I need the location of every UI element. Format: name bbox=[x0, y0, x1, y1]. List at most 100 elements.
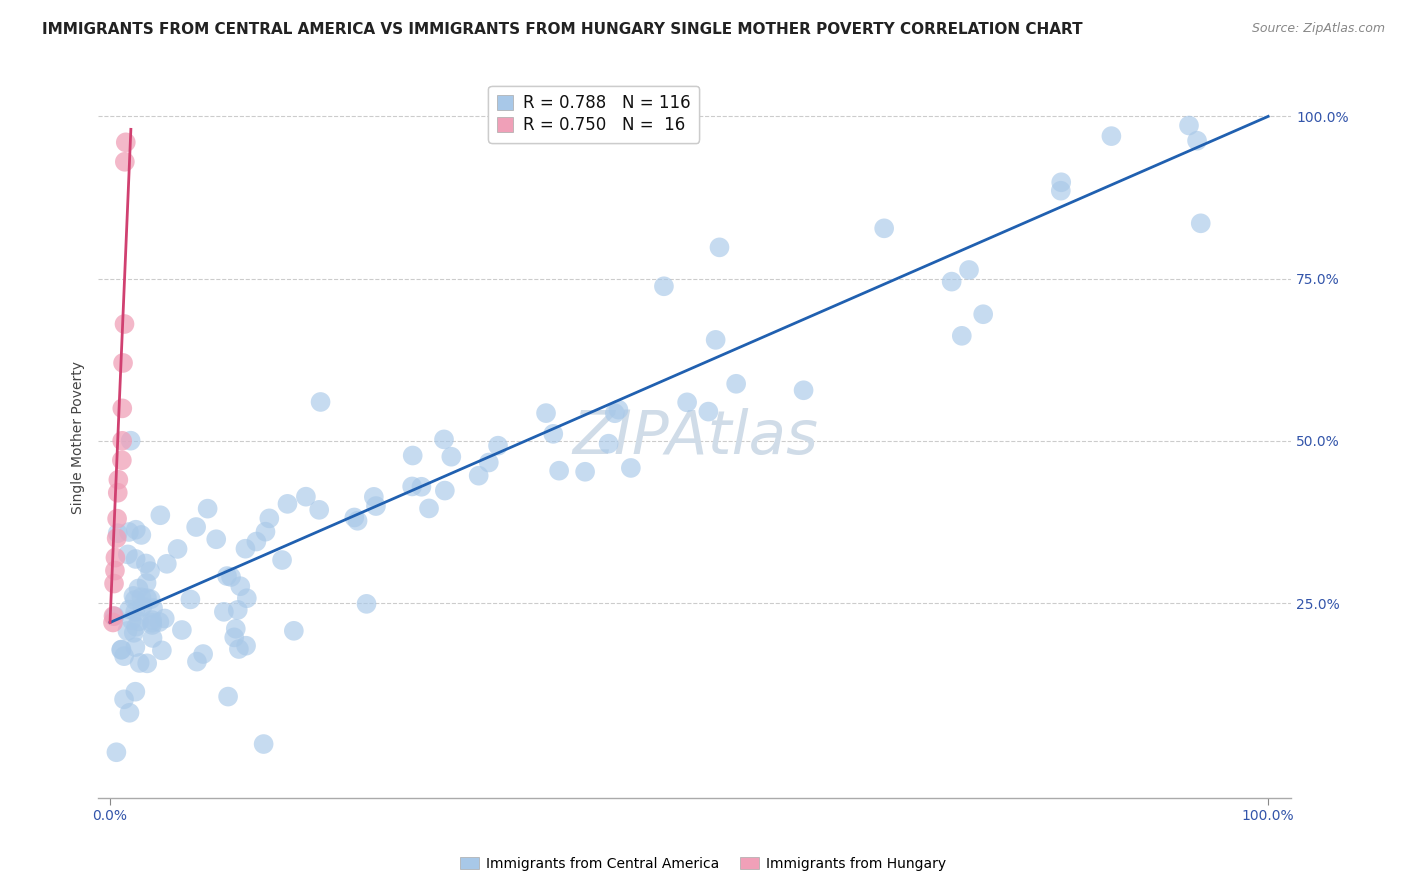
Point bbox=[139, 564, 162, 578]
Point bbox=[105, 511, 128, 525]
Point bbox=[873, 221, 896, 235]
Point bbox=[131, 599, 153, 614]
Point bbox=[103, 609, 125, 624]
Point bbox=[179, 592, 201, 607]
Point bbox=[283, 624, 305, 638]
Point bbox=[103, 609, 125, 624]
Point bbox=[725, 376, 748, 391]
Point bbox=[135, 557, 157, 571]
Point bbox=[603, 406, 626, 420]
Point bbox=[107, 473, 129, 487]
Point bbox=[957, 263, 980, 277]
Point bbox=[652, 279, 675, 293]
Point bbox=[271, 553, 294, 567]
Point bbox=[259, 511, 281, 525]
Point bbox=[117, 624, 139, 638]
Point bbox=[104, 550, 127, 565]
Point bbox=[1049, 184, 1071, 198]
Point bbox=[1050, 175, 1073, 189]
Point bbox=[111, 401, 134, 416]
Point bbox=[121, 613, 143, 627]
Point bbox=[217, 690, 239, 704]
Point bbox=[543, 426, 565, 441]
Point bbox=[153, 611, 176, 625]
Point bbox=[197, 501, 219, 516]
Point bbox=[620, 461, 643, 475]
Point bbox=[114, 136, 136, 150]
Point bbox=[186, 520, 208, 534]
Y-axis label: Single Mother Poverty: Single Mother Poverty bbox=[72, 361, 86, 514]
Point bbox=[486, 439, 509, 453]
Point bbox=[697, 404, 720, 418]
Point bbox=[122, 589, 145, 603]
Point bbox=[166, 541, 188, 556]
Point bbox=[112, 649, 135, 664]
Point bbox=[308, 503, 330, 517]
Text: Source: ZipAtlas.com: Source: ZipAtlas.com bbox=[1251, 22, 1385, 36]
Point bbox=[534, 406, 557, 420]
Point bbox=[548, 464, 571, 478]
Point bbox=[254, 524, 277, 539]
Point bbox=[235, 639, 257, 653]
Point bbox=[141, 615, 163, 630]
Point bbox=[105, 531, 128, 545]
Point bbox=[124, 640, 146, 654]
Point bbox=[104, 564, 127, 578]
Point bbox=[142, 601, 165, 615]
Text: IMMIGRANTS FROM CENTRAL AMERICA VS IMMIGRANTS FROM HUNGARY SINGLE MOTHER POVERTY: IMMIGRANTS FROM CENTRAL AMERICA VS IMMIG… bbox=[42, 22, 1083, 37]
Point bbox=[136, 591, 159, 606]
Point bbox=[1099, 129, 1122, 144]
Point bbox=[950, 328, 973, 343]
Text: ZIPAtlas: ZIPAtlas bbox=[572, 408, 818, 467]
Point bbox=[114, 317, 136, 331]
Point bbox=[156, 557, 179, 571]
Point bbox=[136, 657, 159, 671]
Point bbox=[411, 480, 433, 494]
Point bbox=[186, 655, 208, 669]
Point bbox=[125, 620, 148, 634]
Point bbox=[111, 434, 134, 448]
Point bbox=[141, 613, 163, 627]
Point bbox=[111, 453, 134, 467]
Point bbox=[226, 603, 249, 617]
Point bbox=[343, 510, 366, 524]
Point bbox=[128, 656, 150, 670]
Point bbox=[402, 449, 425, 463]
Point bbox=[125, 523, 148, 537]
Point bbox=[135, 576, 157, 591]
Point bbox=[295, 490, 318, 504]
Point bbox=[107, 485, 129, 500]
Point bbox=[228, 642, 250, 657]
Point bbox=[235, 541, 257, 556]
Point bbox=[1189, 216, 1212, 230]
Point bbox=[124, 605, 146, 619]
Point bbox=[309, 395, 332, 409]
Point bbox=[364, 499, 387, 513]
Point bbox=[114, 154, 136, 169]
Point bbox=[105, 745, 128, 759]
Point bbox=[148, 615, 170, 629]
Point bbox=[110, 642, 132, 657]
Point bbox=[118, 706, 141, 720]
Point bbox=[598, 436, 620, 450]
Point bbox=[433, 483, 456, 498]
Point bbox=[141, 618, 163, 632]
Point bbox=[149, 508, 172, 523]
Point bbox=[124, 593, 146, 607]
Point bbox=[941, 275, 963, 289]
Point bbox=[245, 534, 267, 549]
Point bbox=[131, 528, 153, 542]
Point bbox=[793, 384, 815, 398]
Point bbox=[224, 631, 246, 645]
Point bbox=[120, 434, 142, 448]
Point bbox=[150, 643, 173, 657]
Legend: R = 0.788   N = 116, R = 0.750   N =  16: R = 0.788 N = 116, R = 0.750 N = 16 bbox=[488, 86, 699, 143]
Point bbox=[607, 402, 630, 417]
Point bbox=[346, 514, 368, 528]
Point bbox=[574, 465, 596, 479]
Point bbox=[170, 623, 193, 637]
Point bbox=[229, 579, 252, 593]
Point bbox=[253, 737, 276, 751]
Point bbox=[276, 497, 298, 511]
Point bbox=[127, 582, 149, 596]
